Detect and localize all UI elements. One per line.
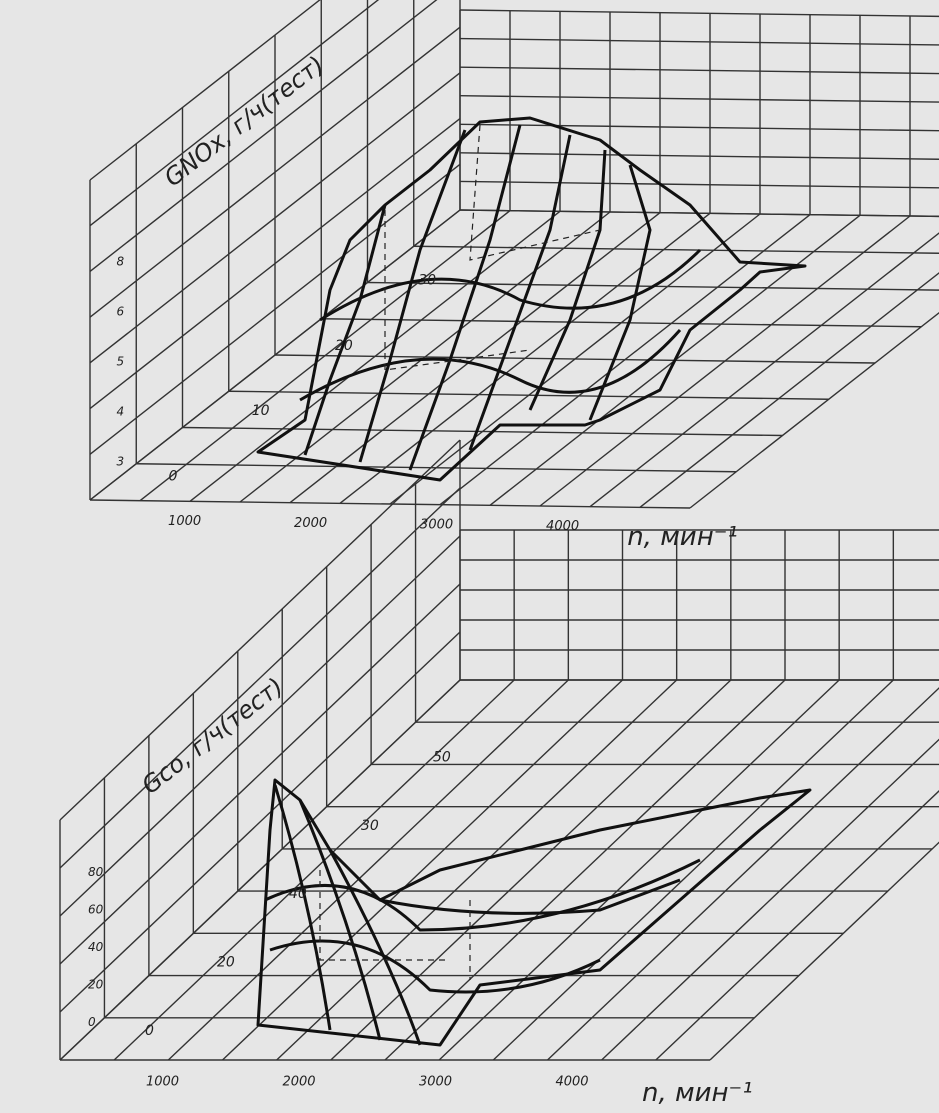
floor-grid <box>276 679 678 1061</box>
left-wall-grid <box>89 0 438 272</box>
left-wall-grid <box>59 583 461 965</box>
depth-tick-label: 10 <box>252 403 270 419</box>
floor-grid <box>167 679 569 1061</box>
left-wall-grid <box>59 535 461 917</box>
z-tick-label: 5 <box>117 355 125 369</box>
floor-grid <box>136 463 737 473</box>
floor-grid <box>601 738 939 1061</box>
x-tick-label: 3000 <box>419 1075 452 1090</box>
left-wall-grid <box>59 631 461 1013</box>
back-wall-grid <box>459 209 939 218</box>
x-tick-label: 2000 <box>294 516 327 531</box>
z-tick-label: 4 <box>117 405 125 419</box>
depth-tick-label: 40 <box>289 886 307 902</box>
back-wall-grid <box>459 123 939 132</box>
back-wall-grid <box>459 9 939 18</box>
x-tick-label: 3000 <box>420 518 453 533</box>
x-tick-label: 2000 <box>282 1075 315 1090</box>
back-wall-grid <box>459 37 939 46</box>
depth-tick-label: 30 <box>361 818 379 834</box>
z-tick-label: 8 <box>117 255 125 269</box>
floor-grid <box>655 790 939 1061</box>
z-tick-label: 0 <box>88 1015 96 1029</box>
floor-grid <box>438 679 840 1061</box>
x-tick-label: 1000 <box>168 514 201 529</box>
floor-grid <box>182 426 783 437</box>
left-wall-grid <box>89 118 461 410</box>
floor-grid <box>330 679 732 1061</box>
floor-grid <box>547 687 939 1061</box>
floor-grid <box>492 679 894 1061</box>
left-wall-grid <box>89 163 461 455</box>
depth-tick-label: 0 <box>145 1023 154 1039</box>
grids <box>59 0 939 1061</box>
depth-tick-label: 30 <box>418 273 436 289</box>
floor-grid <box>384 679 786 1061</box>
x-tick-label: 4000 <box>546 519 579 534</box>
z-tick-label: 60 <box>88 903 104 917</box>
back-wall-grid <box>459 95 939 103</box>
surface-bottom <box>256 778 812 1047</box>
z-tick-label: 40 <box>88 940 104 954</box>
z-tick-label: 6 <box>117 305 125 319</box>
x-tick-label: 1000 <box>146 1075 179 1090</box>
surface-top <box>256 116 807 482</box>
depth-tick-label: 0 <box>169 468 178 484</box>
left-wall-grid <box>89 72 461 364</box>
left-wall-grid <box>59 679 461 1061</box>
left-wall-grid <box>89 0 380 227</box>
depth-tick-label: 50 <box>433 749 451 765</box>
floor-grid <box>321 318 922 328</box>
back-wall-grid <box>459 66 939 75</box>
x-tick-label: 4000 <box>555 1075 588 1090</box>
floor-grid <box>709 841 939 1061</box>
depth-tick-label: 20 <box>217 955 235 971</box>
floor-grid <box>274 354 876 364</box>
back-wall-grid <box>459 152 939 160</box>
left-wall-grid <box>59 439 461 821</box>
floor-grid <box>367 281 939 291</box>
depth-tick-label: 20 <box>335 338 353 354</box>
floor-grid <box>413 245 939 254</box>
z-tick-label: 20 <box>88 978 104 992</box>
z-tick-label: 80 <box>88 865 104 879</box>
left-wall-grid <box>89 26 461 318</box>
z-tick-label: 3 <box>117 455 125 469</box>
x-axis-label: n, мин⁻¹ <box>627 522 738 552</box>
left-wall-grid <box>59 487 461 869</box>
left-wall-grid <box>89 0 321 181</box>
x-axis-label: n, мин⁻¹ <box>642 1078 753 1108</box>
left-wall-grid <box>89 209 461 501</box>
floor-grid <box>222 679 623 1061</box>
floor-grid <box>113 679 515 1061</box>
floor-grid <box>228 390 829 400</box>
floor-grid <box>89 499 691 509</box>
